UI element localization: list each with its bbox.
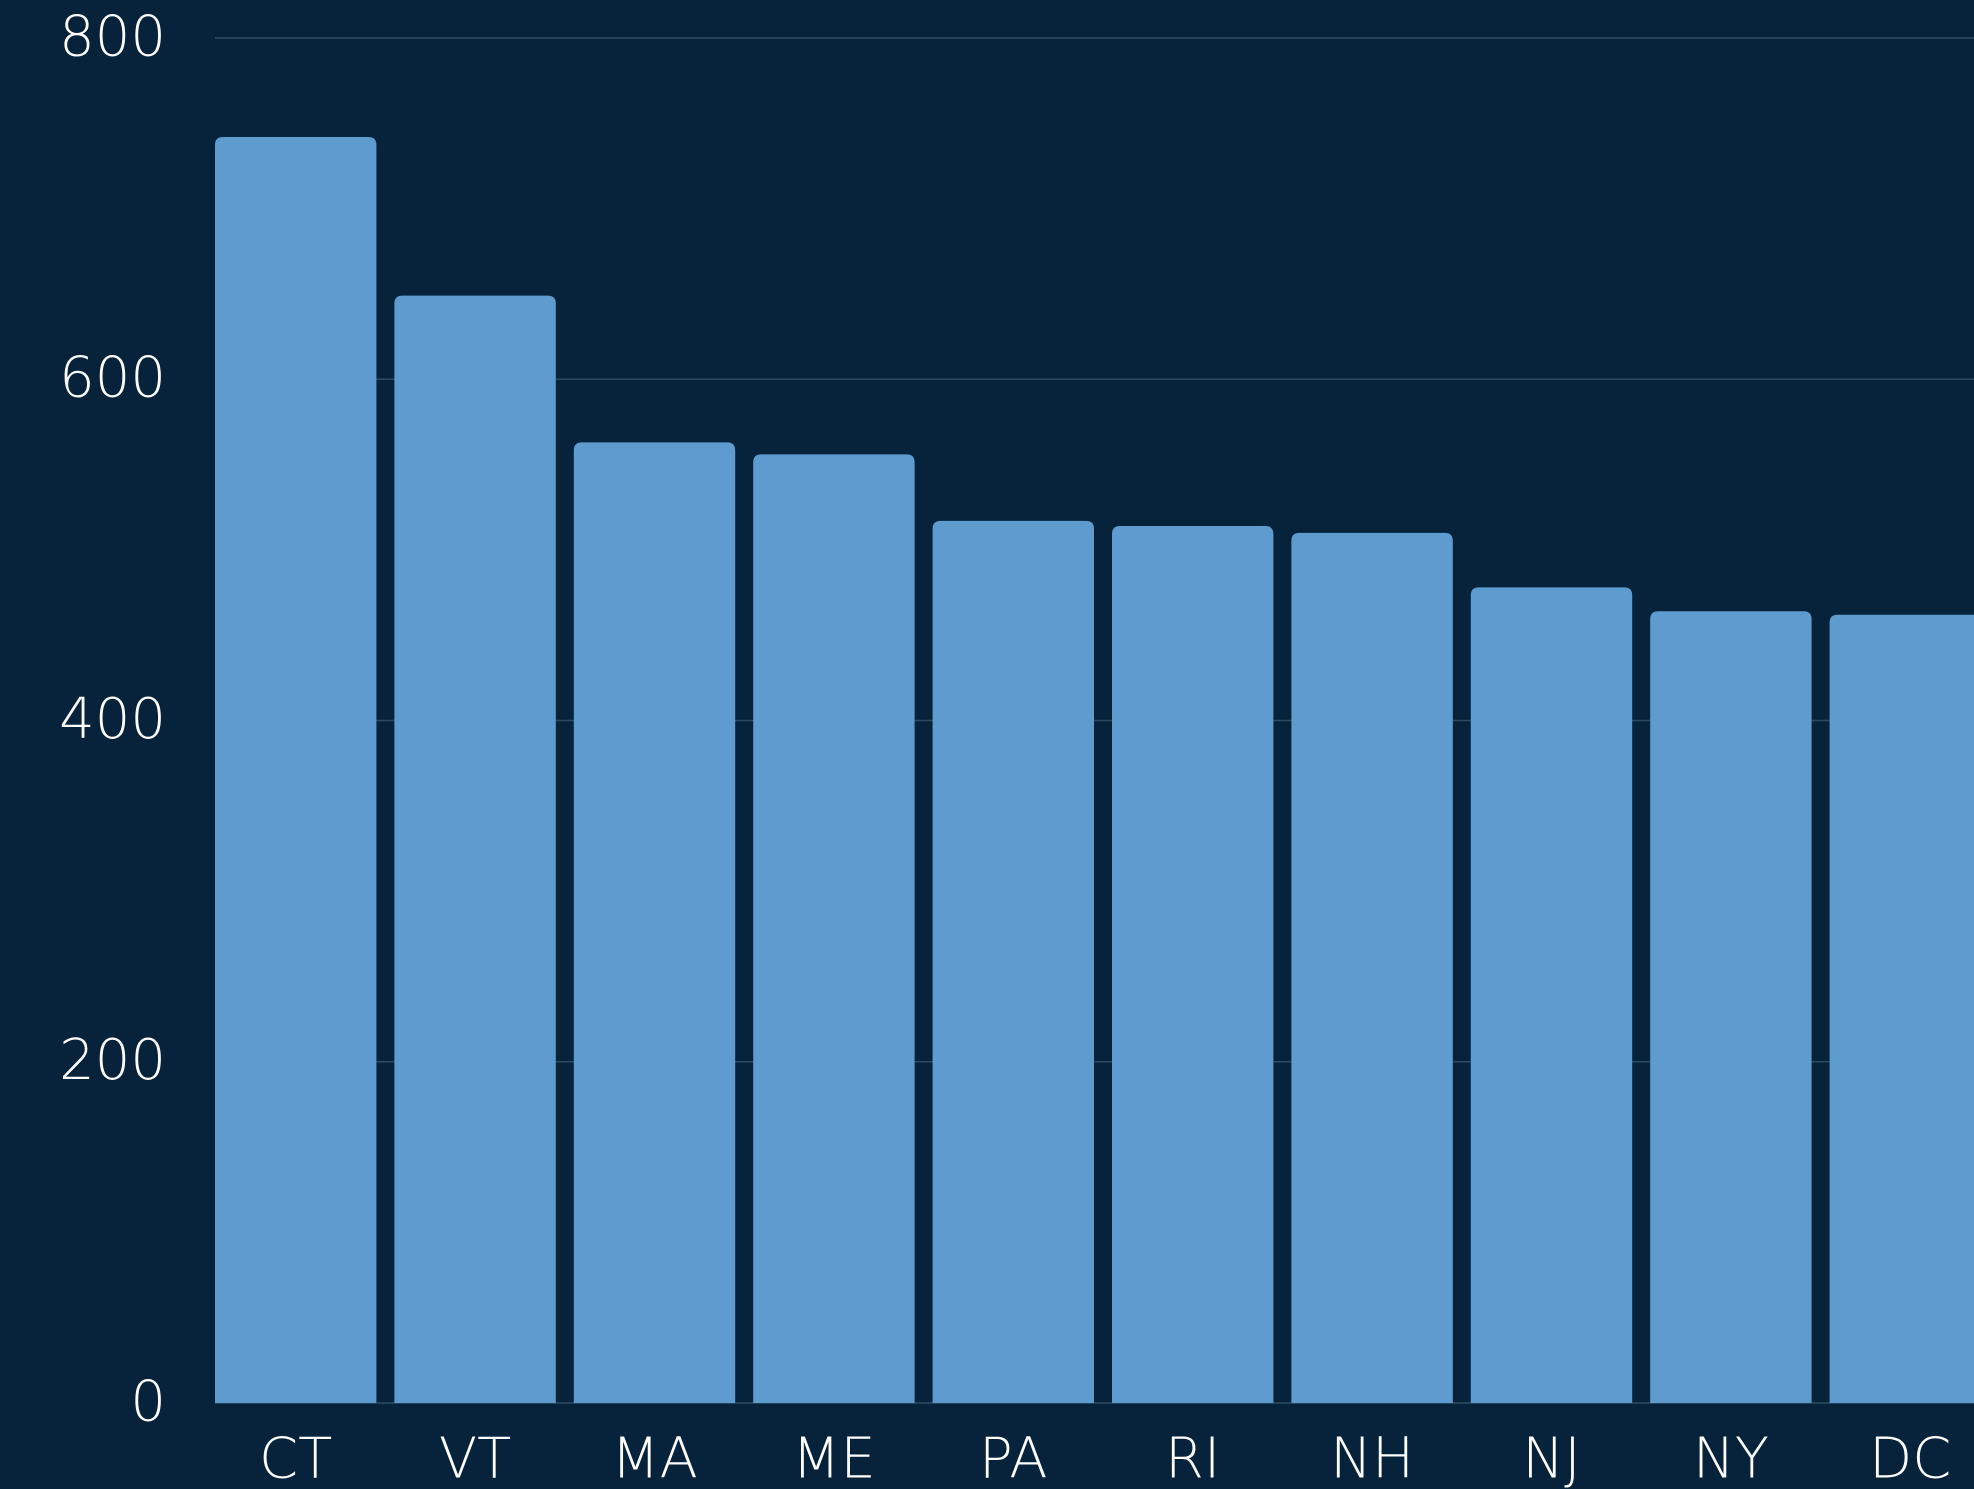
bar bbox=[753, 454, 915, 1403]
bar bbox=[1829, 614, 1974, 1403]
x-tick-label: ME bbox=[792, 1426, 876, 1489]
x-tick-label: NY bbox=[1693, 1426, 1769, 1489]
y-tick-label: 0 bbox=[130, 1369, 166, 1434]
x-tick-label: PA bbox=[979, 1426, 1048, 1489]
y-tick-label: 200 bbox=[59, 1028, 166, 1093]
y-tick-label: 400 bbox=[59, 687, 166, 752]
bar bbox=[932, 520, 1094, 1403]
x-tick-label: MA bbox=[611, 1426, 698, 1489]
bar bbox=[1650, 611, 1812, 1403]
bar bbox=[1470, 587, 1633, 1403]
bar bbox=[573, 442, 736, 1404]
x-tick-label: RI bbox=[1165, 1426, 1220, 1489]
x-tick-label: CT bbox=[259, 1426, 332, 1489]
x-tick-label: VT bbox=[439, 1426, 512, 1489]
y-tick-label: 800 bbox=[59, 4, 166, 69]
x-tick-label: NJ bbox=[1522, 1426, 1580, 1489]
y-tick-label: 600 bbox=[59, 346, 166, 411]
x-tick-label: DC bbox=[1869, 1426, 1951, 1489]
bar bbox=[215, 136, 377, 1403]
bar bbox=[394, 295, 556, 1403]
x-tick-label: NH bbox=[1330, 1426, 1414, 1489]
bar bbox=[1112, 525, 1274, 1403]
bar bbox=[1291, 532, 1453, 1403]
